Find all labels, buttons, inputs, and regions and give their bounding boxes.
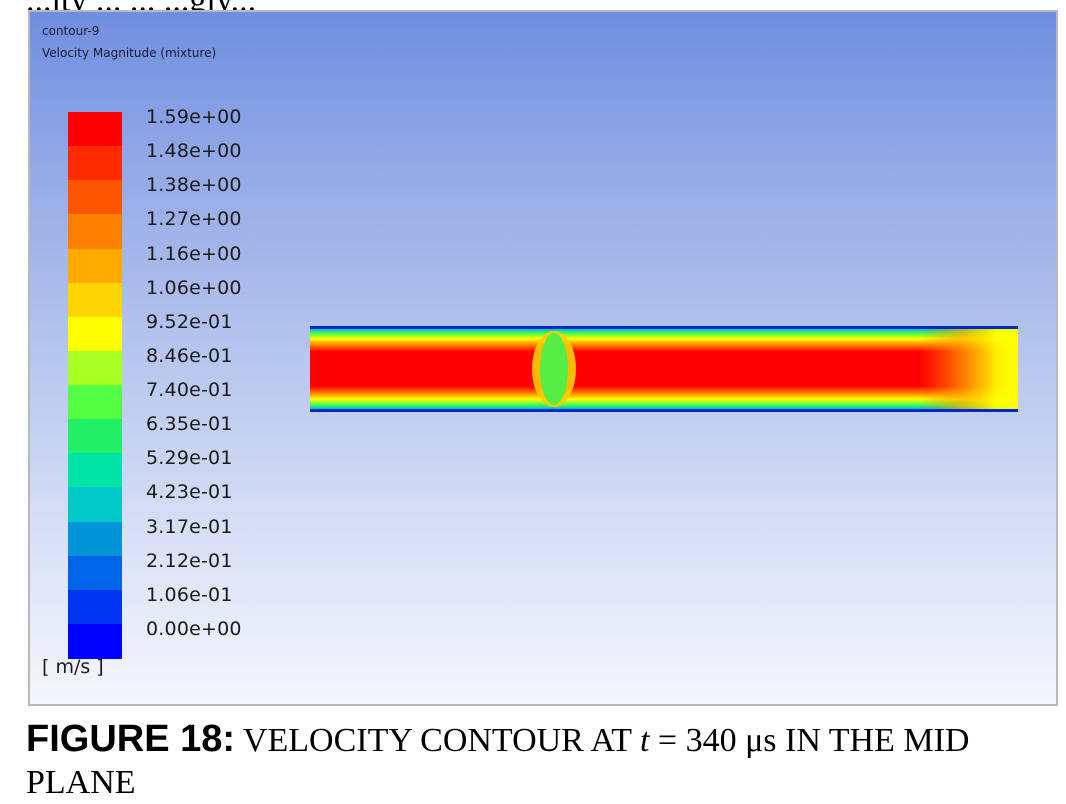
colorbar-level-label: 6.35e-01 bbox=[146, 413, 233, 436]
colorbar-band bbox=[68, 316, 122, 352]
colorbar-band bbox=[68, 521, 122, 557]
colorbar-level-label: 2.12e-01 bbox=[146, 549, 233, 572]
colorbar-level-label: 4.23e-01 bbox=[146, 481, 233, 504]
figure-label: FIGURE 18: bbox=[26, 718, 236, 760]
colorbar-band bbox=[68, 180, 122, 215]
figure-caption: FIGURE 18: VELOCITY CONTOUR AT t = 340 μ… bbox=[26, 718, 1062, 804]
colorbar-level-label: 0.00e+00 bbox=[146, 617, 242, 640]
colorbar-level-label: 9.52e-01 bbox=[146, 310, 233, 333]
colorbar-level-label: 5.29e-01 bbox=[146, 447, 233, 470]
colorbar-band bbox=[68, 282, 122, 318]
caption-text-after: = 340 μs IN THE MID PLANE bbox=[26, 722, 970, 801]
colorbar-level-label: 7.40e-01 bbox=[146, 379, 233, 401]
caption-text-before: VELOCITY CONTOUR AT bbox=[235, 722, 640, 759]
colorbar-level-label: 1.06e+00 bbox=[146, 276, 242, 299]
colorbar-band bbox=[68, 248, 122, 284]
colorbar-level-label: 8.46e-01 bbox=[146, 344, 233, 367]
colorbar-band bbox=[68, 419, 122, 454]
cut-off-text-line: ...ity ... ... ...gly... bbox=[0, 0, 1066, 10]
caption-variable: t bbox=[639, 722, 650, 759]
colorbar-band bbox=[68, 555, 122, 591]
colorbar-band bbox=[68, 623, 122, 659]
colorbar-band bbox=[68, 112, 122, 147]
colorbar-unit: [ m/s ] bbox=[42, 656, 104, 678]
cut-off-text: ...ity ... ... ...gly... bbox=[26, 0, 256, 10]
colorbar-level-label: 1.38e+00 bbox=[146, 174, 242, 197]
contour-name: contour-9 bbox=[42, 24, 100, 38]
colorbar-band bbox=[68, 146, 122, 181]
colorbar-level-label: 1.59e+00 bbox=[146, 106, 242, 128]
velocity-contour-channel bbox=[310, 326, 1018, 412]
colorbar-band bbox=[68, 385, 122, 420]
colorbar-level-label: 1.06e-01 bbox=[146, 583, 233, 606]
colorbar-level-label: 1.16e+00 bbox=[146, 242, 242, 265]
colorbar-band bbox=[68, 453, 122, 488]
colorbar-band bbox=[68, 589, 122, 625]
colorbar bbox=[68, 112, 122, 659]
colorbar-band bbox=[68, 487, 122, 522]
colorbar-level-label: 3.17e-01 bbox=[146, 515, 233, 538]
colorbar-level-label: 1.48e+00 bbox=[146, 140, 242, 163]
colorbar-band bbox=[68, 350, 122, 386]
colorbar-level-label: 1.27e+00 bbox=[146, 208, 242, 231]
colorbar-band bbox=[68, 214, 122, 249]
contour-viewport: contour-9 Velocity Magnitude (mixture) 1… bbox=[28, 10, 1058, 706]
contour-quantity: Velocity Magnitude (mixture) bbox=[42, 46, 217, 60]
